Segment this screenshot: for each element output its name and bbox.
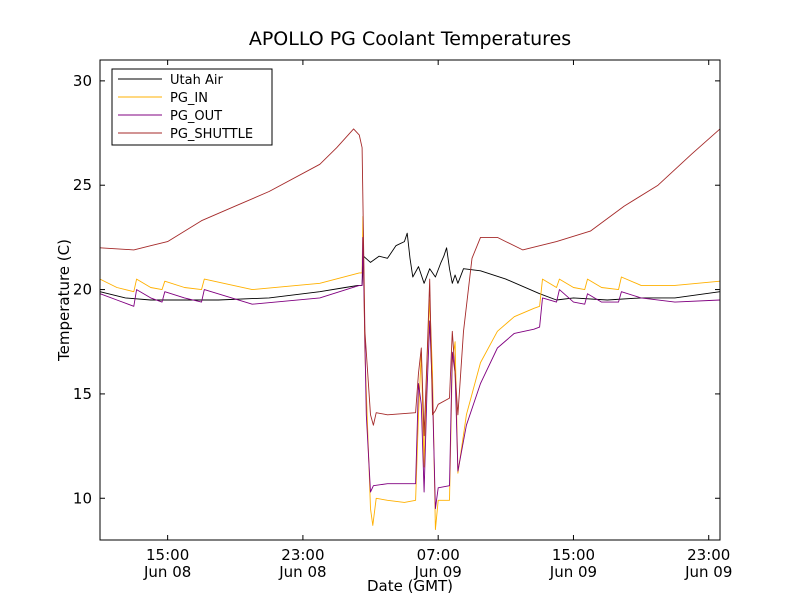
x-tick-time-3: 15:00 — [552, 546, 595, 564]
x-tick-time-2: 07:00 — [417, 546, 460, 564]
y-axis: 10 15 20 25 30 — [73, 72, 720, 507]
legend-label-3: PG_SHUTTLE — [170, 127, 253, 142]
y-tick-label-0: 10 — [73, 489, 92, 507]
x-tick-date-1: Jun 08 — [278, 563, 326, 581]
x-tick-time-0: 15:00 — [146, 546, 189, 564]
series-line-2 — [99, 236, 721, 510]
x-tick-date-4: Jun 09 — [684, 563, 732, 581]
legend: Utah Air PG_IN PG_OUT PG_SHUTTLE — [111, 68, 273, 146]
y-axis-label: Temperature (C) — [55, 239, 73, 362]
legend-label-0: Utah Air — [170, 73, 223, 88]
y-tick-label-1: 15 — [73, 385, 92, 403]
legend-label-1: PG_IN — [170, 91, 208, 106]
legend-box — [111, 68, 273, 146]
series-line-1 — [99, 216, 721, 531]
y-tick-label-3: 25 — [73, 176, 92, 194]
series-line-3 — [99, 128, 721, 437]
x-tick-time-1: 23:00 — [281, 546, 324, 564]
series-layer — [99, 128, 721, 531]
plot-frame — [99, 59, 721, 541]
series-line-0 — [99, 232, 721, 301]
y-tick-label-4: 30 — [73, 72, 92, 90]
y-tick-label-2: 20 — [73, 281, 92, 299]
legend-label-2: PG_OUT — [170, 109, 222, 124]
x-tick-time-4: 23:00 — [687, 546, 730, 564]
x-tick-date-2: Jun 09 — [414, 563, 462, 581]
chart-title: APOLLO PG Coolant Temperatures — [249, 28, 571, 50]
x-tick-date-0: Jun 08 — [143, 563, 191, 581]
x-tick-date-3: Jun 09 — [549, 563, 597, 581]
x-axis-label: Date (GMT) — [367, 577, 453, 595]
